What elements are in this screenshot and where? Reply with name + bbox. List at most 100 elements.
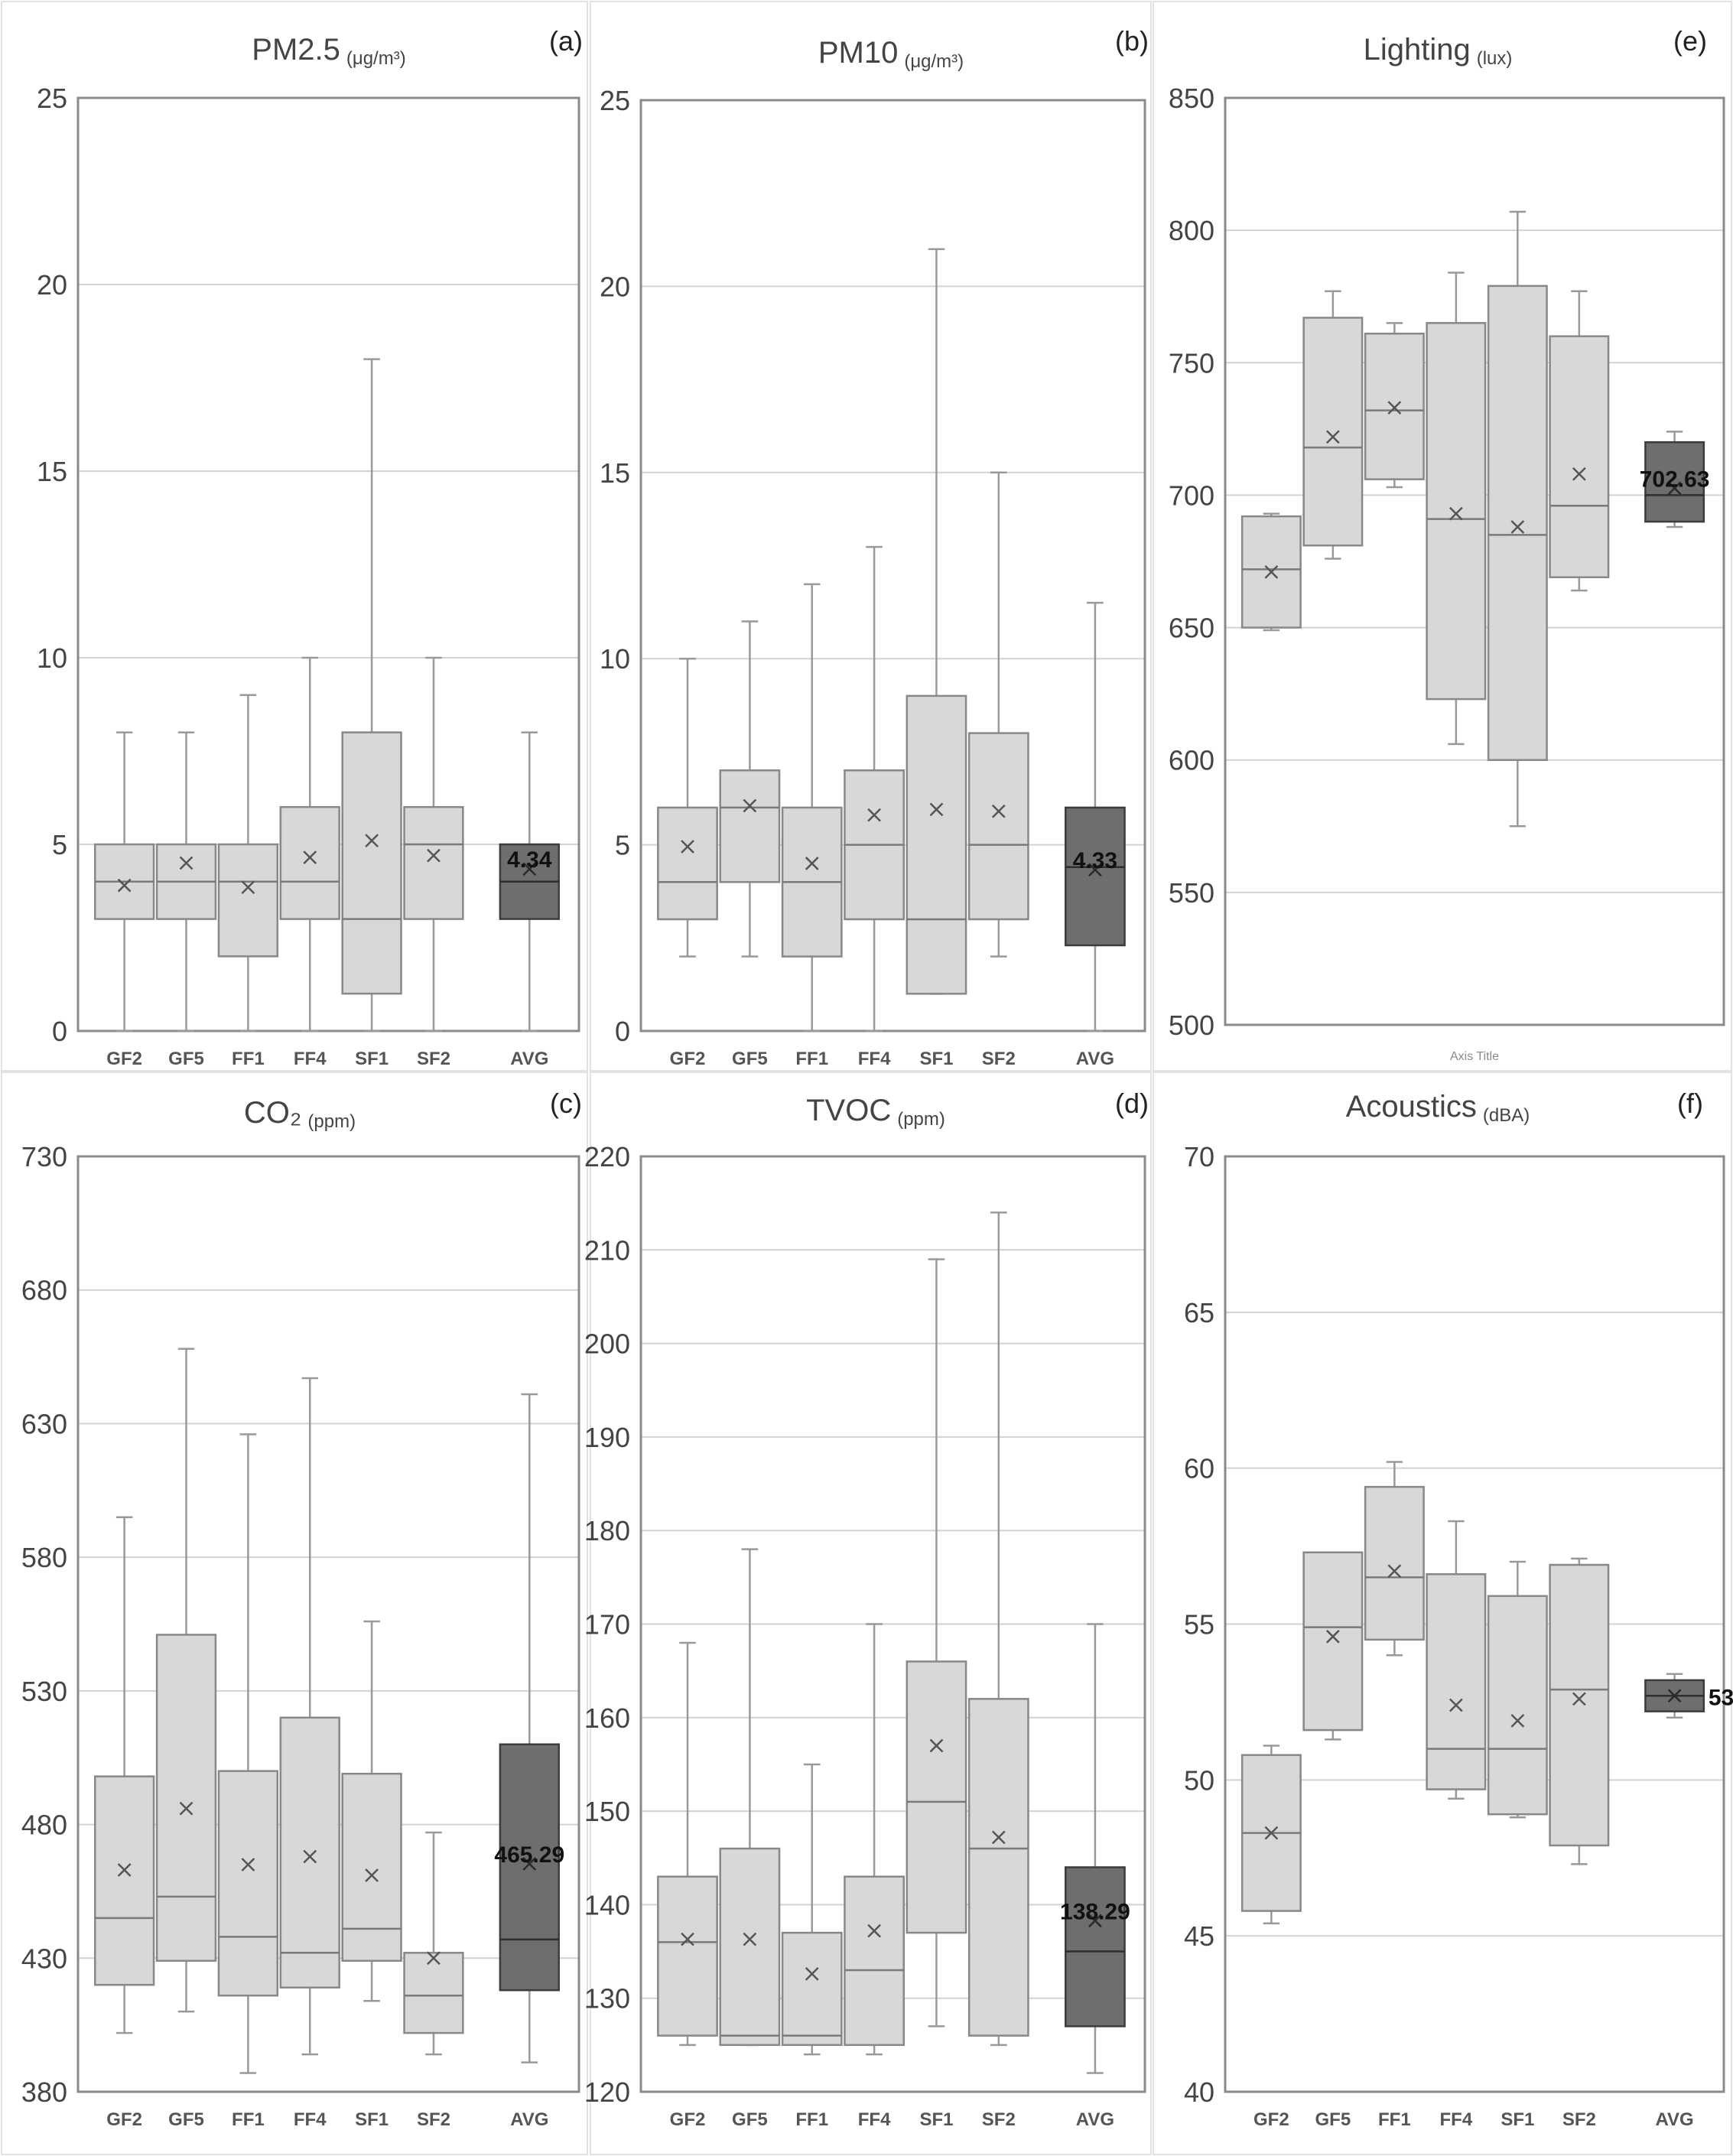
box-gf5 bbox=[719, 620, 781, 958]
plot-frame bbox=[639, 99, 1146, 1032]
mean-marker bbox=[681, 1932, 694, 1946]
mean-marker-stroke bbox=[427, 848, 441, 863]
panel-label: (e) bbox=[1673, 25, 1707, 57]
x-tick-label: SF2 bbox=[417, 2109, 450, 2130]
x-tick-label: GF2 bbox=[106, 2109, 142, 2130]
mean-marker bbox=[743, 798, 757, 813]
x-tick-label: SF2 bbox=[417, 1049, 450, 1069]
box-iqr bbox=[217, 843, 279, 958]
x-tick-label: SF1 bbox=[1501, 2109, 1534, 2130]
box-ff4 bbox=[279, 656, 340, 1032]
mean-marker-stroke bbox=[365, 834, 379, 848]
chart-panel-c: 380 430 480 530 580 630 680 730 CO₂ (ppm) (c) GF2 GF… bbox=[1, 1071, 588, 2155]
box-ff1 bbox=[781, 1763, 843, 2056]
x-tick-label: GF5 bbox=[1315, 2109, 1351, 2130]
chart-title: CO₂ (ppm) bbox=[244, 1096, 356, 1132]
chart-panel-e: 500 550 600 650 700 750 800 850 Lighting (lux) (e)… bbox=[1153, 1, 1732, 1071]
chart-unit: (ppm) bbox=[897, 1109, 945, 1130]
mean-marker bbox=[1667, 481, 1682, 496]
mean-marker bbox=[522, 1857, 537, 1871]
mean-marker-stroke bbox=[1325, 430, 1340, 444]
chart-unit: (ppm) bbox=[307, 1111, 356, 1132]
plot-frame bbox=[76, 1155, 580, 2093]
y-tick-label: 480 bbox=[21, 1810, 67, 1841]
data-label: 4.34 bbox=[507, 847, 552, 873]
box-avg: 138.29 bbox=[1060, 1623, 1130, 2074]
mean-marker bbox=[1088, 863, 1102, 877]
box-ff4 bbox=[1426, 1520, 1487, 1800]
y-tick-label: 380 bbox=[21, 2076, 67, 2108]
chart-title-text: CO₂ bbox=[244, 1096, 302, 1130]
mean-marker bbox=[522, 862, 537, 876]
y-tick-label: 15 bbox=[37, 456, 67, 487]
data-label: 4.33 bbox=[1073, 848, 1117, 873]
box-iqr bbox=[341, 1772, 402, 1963]
box-ff1 bbox=[217, 1433, 279, 2074]
box-iqr bbox=[279, 805, 340, 920]
mean-marker-stroke bbox=[681, 840, 694, 854]
chart-unit: (lux) bbox=[1477, 48, 1513, 69]
box-ff1 bbox=[781, 583, 843, 1032]
mean-marker bbox=[427, 1951, 441, 1966]
mean-marker-stroke bbox=[522, 862, 537, 876]
box-iqr bbox=[155, 1634, 217, 1963]
y-tick-label: 45 bbox=[1184, 1920, 1214, 1952]
mean-marker-stroke bbox=[1667, 481, 1682, 496]
mean-marker-stroke bbox=[427, 1951, 441, 1966]
x-axis-title: Axis Title bbox=[1450, 1050, 1499, 1063]
panel-label: (f) bbox=[1677, 1088, 1703, 1119]
y-tick-label: 10 bbox=[600, 643, 630, 675]
chart-title: PM2.5 (μg/m³) bbox=[252, 33, 405, 69]
mean-marker bbox=[805, 1967, 819, 1981]
chart-title-text: PM2.5 bbox=[252, 33, 340, 67]
box-item-3 bbox=[1364, 322, 1425, 489]
box-gf2 bbox=[1240, 1745, 1302, 1925]
mean-marker-stroke bbox=[241, 880, 255, 895]
mean-marker-stroke bbox=[522, 1857, 537, 1871]
mean-marker bbox=[179, 1801, 193, 1816]
y-tick-label: 500 bbox=[1169, 1010, 1214, 1041]
chart-title: PM10 (μg/m³) bbox=[818, 36, 964, 72]
x-tick-label: FF4 bbox=[858, 1049, 891, 1069]
box-gf5 bbox=[155, 731, 217, 1032]
mean-marker-stroke bbox=[1264, 564, 1279, 579]
y-tick-label: 50 bbox=[1184, 1764, 1214, 1796]
box-iqr bbox=[1426, 1573, 1487, 1790]
x-tick-label: FF1 bbox=[795, 2109, 828, 2130]
y-tick-label: 850 bbox=[1169, 83, 1214, 114]
plot-frame bbox=[639, 1155, 1146, 2093]
panel-border bbox=[590, 1, 1152, 1071]
x-tick-label: SF1 bbox=[919, 1049, 953, 1069]
data-label: 465.29 bbox=[494, 1842, 564, 1868]
box-item-2 bbox=[1302, 290, 1364, 560]
x-tick-label: GF5 bbox=[168, 1049, 204, 1069]
mean-marker-stroke bbox=[805, 1967, 819, 1981]
box-ff1 bbox=[217, 694, 279, 1032]
x-tick-label: GF5 bbox=[732, 1049, 768, 1069]
mean-marker-stroke bbox=[991, 1830, 1006, 1845]
y-tick-label: 55 bbox=[1184, 1609, 1214, 1641]
mean-marker-stroke bbox=[1449, 1698, 1463, 1712]
box-avg: 53 bbox=[1644, 1673, 1733, 1719]
x-tick-label: FF4 bbox=[294, 2109, 327, 2130]
mean-marker-stroke bbox=[867, 1923, 881, 1938]
x-tick-label: FF1 bbox=[232, 1049, 265, 1069]
box-item-6 bbox=[1549, 290, 1610, 592]
box-sf2 bbox=[403, 1831, 464, 2056]
box-iqr bbox=[657, 1875, 718, 2037]
y-tick-label: 550 bbox=[1169, 877, 1214, 909]
box-iqr bbox=[967, 732, 1029, 921]
mean-marker bbox=[1387, 401, 1402, 415]
mean-marker bbox=[1264, 564, 1279, 579]
mean-marker bbox=[241, 880, 255, 895]
y-tick-label: 730 bbox=[21, 1141, 67, 1172]
panel-border bbox=[590, 1071, 1152, 2155]
x-tick-label: FF4 bbox=[1440, 2109, 1473, 2130]
mean-marker-stroke bbox=[1572, 1692, 1586, 1706]
mean-marker bbox=[1667, 1689, 1682, 1703]
box-ff4 bbox=[279, 1377, 340, 2056]
box-gf5 bbox=[719, 1548, 781, 2047]
x-tick-label: FF1 bbox=[232, 2109, 265, 2130]
box-sf2 bbox=[967, 471, 1029, 958]
panel-border bbox=[1153, 1, 1732, 1071]
